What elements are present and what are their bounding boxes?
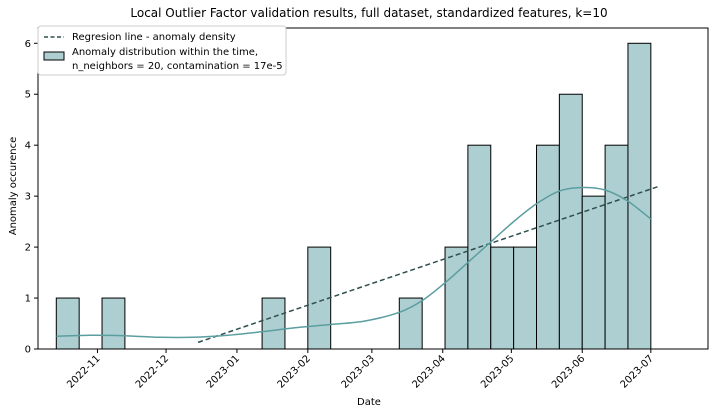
x-tick-label: 2023-03	[340, 353, 377, 390]
legend-label-regression: Regresion line - anomaly density	[72, 32, 236, 43]
histogram-bar	[261, 297, 286, 350]
legend-label-distribution-params: n_neighbors = 20, contamination = 17e-5	[72, 61, 283, 72]
x-ticks-group: 2022-11 2022-12 2023-01 2023-02 2023-03 2023-…	[65, 349, 656, 391]
histogram-bar	[55, 297, 80, 350]
plot-frame	[37, 27, 709, 350]
y-tick-label: 6	[25, 39, 31, 50]
y-tick-label: 0	[25, 345, 31, 356]
y-tick-label: 2	[25, 243, 31, 254]
histogram-bar	[490, 246, 515, 350]
legend-label-distribution: Anomaly distribution within the time,	[72, 47, 258, 58]
histogram-bar	[604, 144, 629, 350]
axes-group	[37, 27, 709, 350]
x-tick-label: 2022-11	[65, 353, 102, 390]
regression-group	[197, 185, 661, 344]
histogram-bar	[581, 195, 606, 350]
x-tick-label: 2023-05	[479, 353, 516, 390]
x-tick-label: 2023-07	[619, 353, 656, 390]
y-tick-label: 5	[25, 90, 31, 101]
histogram-bar	[101, 297, 126, 350]
regression-line	[197, 185, 661, 344]
x-tick-label: 2023-01	[205, 353, 242, 390]
bars-group	[55, 42, 652, 350]
y-axis-label: Anomaly occurence	[8, 137, 19, 236]
legend-frame	[37, 25, 287, 76]
y-tick-label: 3	[25, 192, 31, 203]
legend-patch-swatch	[43, 51, 65, 61]
x-tick-label: 2023-02	[276, 353, 313, 390]
y-ticks-group: 0 1 2 3 4 5 6	[25, 39, 38, 356]
chart-title: Local Outlier Factor validation results,…	[130, 6, 607, 20]
y-tick-label: 1	[25, 294, 31, 305]
histogram-bar	[558, 93, 583, 350]
histogram-bar	[513, 246, 537, 350]
y-tick-label: 4	[25, 141, 31, 152]
legend: Regresion line - anomaly density Anomaly…	[37, 25, 287, 76]
x-tick-label: 2023-04	[411, 353, 448, 390]
x-tick-label: 2023-06	[550, 353, 587, 390]
kde-curve	[56, 186, 652, 339]
kde-group	[56, 186, 652, 339]
x-tick-label: 2022-12	[134, 353, 171, 390]
histogram-bar	[444, 246, 469, 350]
histogram-bar	[535, 144, 560, 350]
x-axis-label: Date	[357, 397, 381, 408]
histogram-bar	[398, 297, 423, 350]
